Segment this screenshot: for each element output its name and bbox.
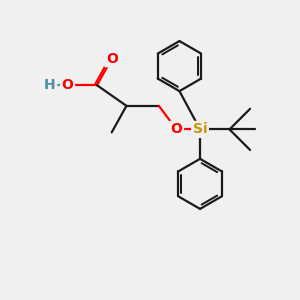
Text: O: O [61, 78, 74, 92]
Text: O: O [106, 52, 118, 66]
Text: O: O [106, 52, 118, 66]
Text: O: O [171, 122, 182, 136]
Text: H: H [44, 78, 56, 92]
Text: Si: Si [193, 122, 207, 136]
Text: Si: Si [193, 122, 207, 136]
Text: O: O [61, 78, 74, 92]
Text: O: O [171, 122, 182, 136]
Text: H: H [44, 78, 56, 92]
